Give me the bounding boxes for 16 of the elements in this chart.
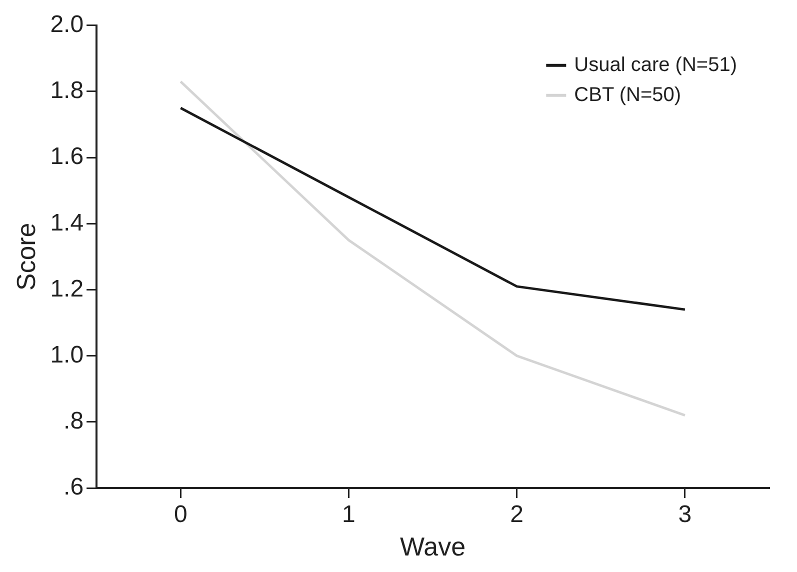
y-axis-title: Score [10, 222, 41, 291]
x-tick-label: 1 [342, 501, 356, 528]
y-tick-label: .6 [64, 474, 84, 501]
y-tick-label: 1.0 [50, 341, 84, 368]
y-tick-label: 1.8 [50, 77, 84, 104]
y-tick-label: 1.2 [50, 275, 84, 302]
legend-label: Usual care (N=51) [574, 54, 737, 76]
legend-label: CBT (N=50) [574, 84, 682, 106]
x-tick-label: 2 [510, 501, 524, 528]
x-tick-label: 0 [174, 501, 188, 528]
y-tick-label: 2.0 [50, 11, 84, 38]
y-tick-label: 1.6 [50, 143, 84, 170]
y-tick-label: .8 [64, 408, 84, 435]
y-tick-label: 1.4 [50, 209, 84, 236]
x-tick-label: 3 [678, 501, 692, 528]
x-axis-title: Wave [400, 532, 466, 562]
